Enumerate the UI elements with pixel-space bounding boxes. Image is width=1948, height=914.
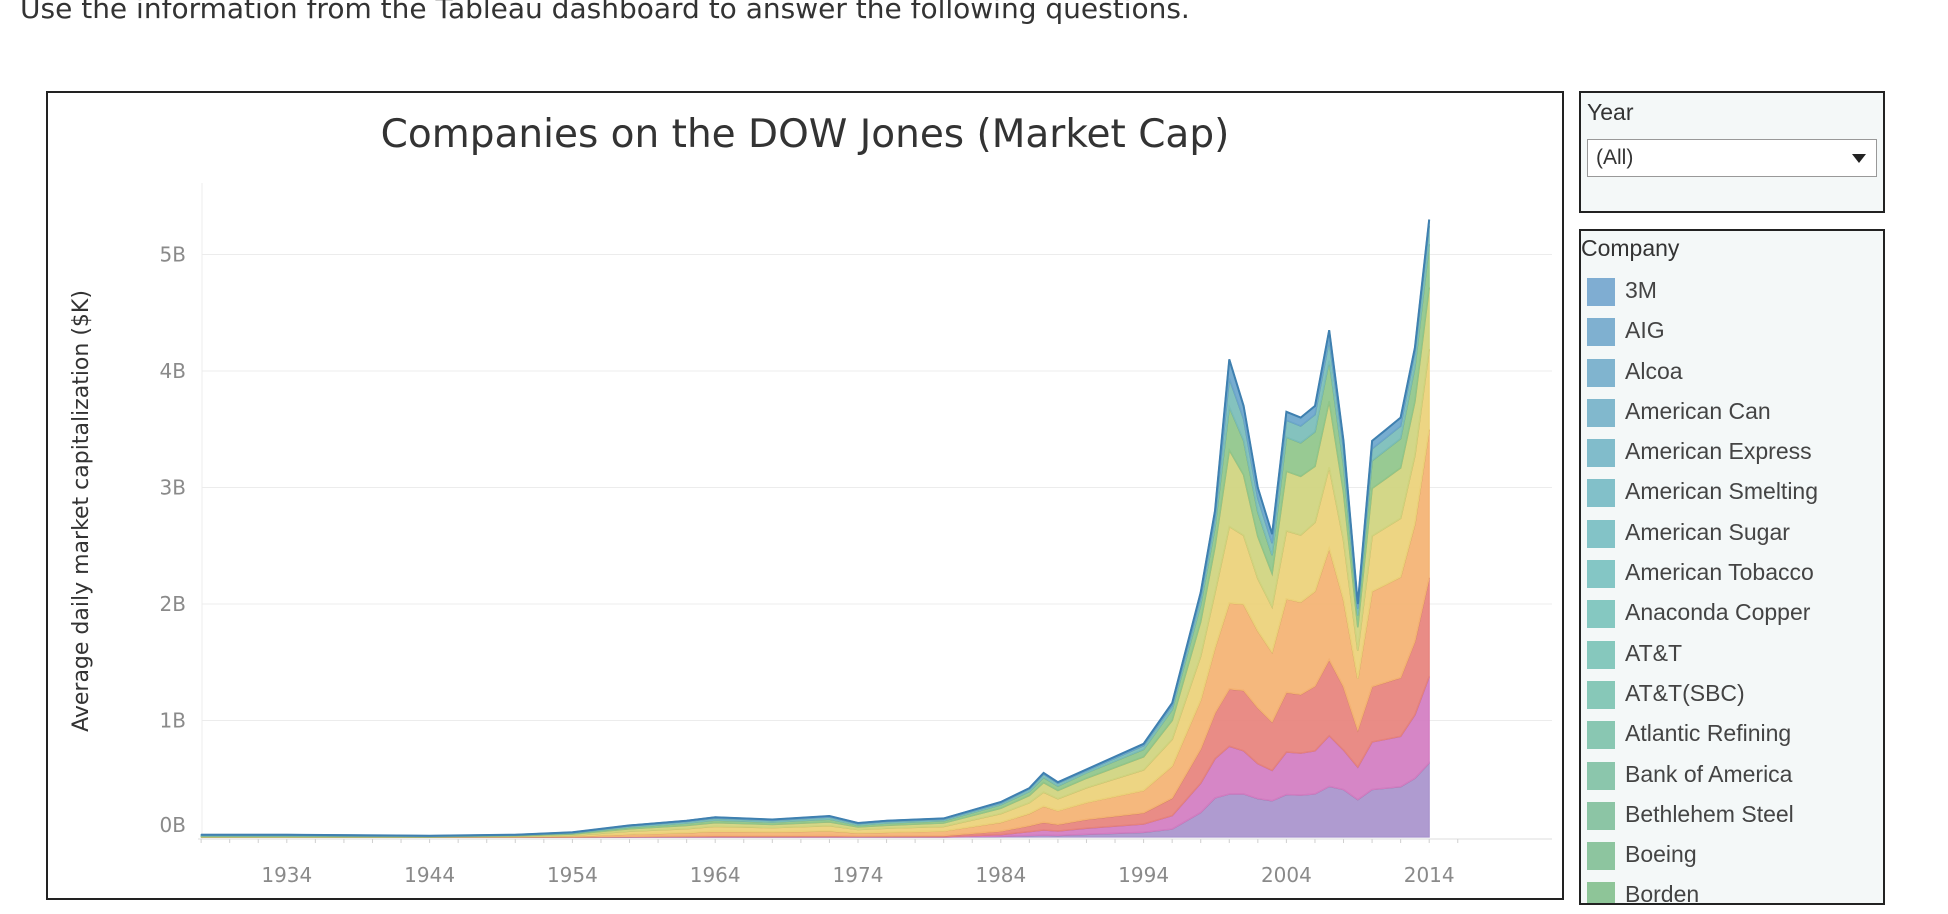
legend-swatch [1587, 680, 1615, 709]
y-tick-label: 2B [160, 592, 186, 616]
x-tick-label: 1974 [833, 863, 884, 887]
legend-label: Anaconda Copper [1625, 599, 1811, 626]
x-tick-label: 1954 [547, 863, 598, 887]
legend-label: AT&T(SBC) [1625, 679, 1745, 706]
legend-swatch [1587, 439, 1615, 468]
y-tick-label: 0B [160, 813, 186, 837]
legend-swatch [1587, 318, 1615, 347]
y-tick-label: 3B [160, 476, 186, 500]
x-tick-label: 2014 [1404, 863, 1455, 887]
x-tick-label: 1984 [975, 863, 1026, 887]
chart-panel: Companies on the DOW Jones (Market Cap) A… [46, 91, 1564, 900]
legend-swatch [1587, 882, 1615, 903]
legend-swatch [1587, 761, 1615, 790]
company-legend-title: Company [1581, 235, 1680, 261]
x-tick-label: 2004 [1261, 863, 1312, 887]
legend-swatch [1587, 479, 1615, 508]
x-tick-label: 1944 [404, 863, 455, 887]
year-dropdown[interactable]: (All) [1587, 139, 1877, 177]
area-top-outline [201, 219, 1431, 837]
x-tick-label: 1964 [690, 863, 741, 887]
legend-label: American Express [1625, 438, 1812, 465]
legend-swatch [1587, 519, 1615, 548]
year-filter-title: Year [1587, 99, 1634, 125]
legend-label: 3M [1625, 277, 1657, 303]
legend-swatch [1587, 398, 1615, 427]
legend-label: American Smelting [1625, 478, 1819, 505]
legend-label: AIG [1625, 317, 1665, 344]
legend-swatch [1587, 358, 1615, 387]
year-filter-panel: Year (All) [1579, 91, 1885, 213]
legend-label: Alcoa [1625, 357, 1683, 384]
legend-label: Bethlehem Steel [1625, 800, 1794, 827]
y-axis-label: Average daily market capitalization ($K) [69, 290, 94, 732]
chevron-down-icon [1852, 154, 1866, 163]
legend-label: Boeing [1625, 841, 1697, 868]
legend-swatch [1587, 721, 1615, 750]
legend-label: American Can [1625, 397, 1771, 424]
legend-label: AT&T [1625, 639, 1683, 666]
x-tick-label: 1994 [1118, 863, 1169, 887]
legend-swatch [1587, 640, 1615, 669]
legend-label: American Sugar [1625, 518, 1790, 545]
legend-label: Borden [1625, 881, 1700, 905]
legend-swatch [1587, 600, 1615, 629]
legend-swatch [1587, 278, 1615, 306]
y-tick-label: 4B [160, 359, 186, 383]
year-dropdown-value: (All) [1596, 146, 1634, 169]
legend-swatch [1587, 842, 1615, 871]
legend-swatch [1587, 560, 1615, 589]
legend-label: American Tobacco [1625, 559, 1814, 586]
y-tick-label: 1B [160, 709, 186, 733]
legend-label: Bank of America [1625, 760, 1793, 787]
instruction-text: Use the information from the Tableau das… [20, 0, 1190, 25]
chart-title: Companies on the DOW Jones (Market Cap) [381, 112, 1230, 157]
legend-swatch [1587, 801, 1615, 830]
x-tick-label: 1934 [261, 863, 312, 887]
company-legend-panel[interactable]: Company 3M AIG Alcoa American Can American E… [1579, 229, 1885, 905]
legend-label: Atlantic Refining [1625, 720, 1792, 747]
y-tick-label: 5B [160, 243, 186, 267]
market-cap-chart[interactable]: Companies on the DOW Jones (Market Cap) A… [48, 93, 1562, 898]
